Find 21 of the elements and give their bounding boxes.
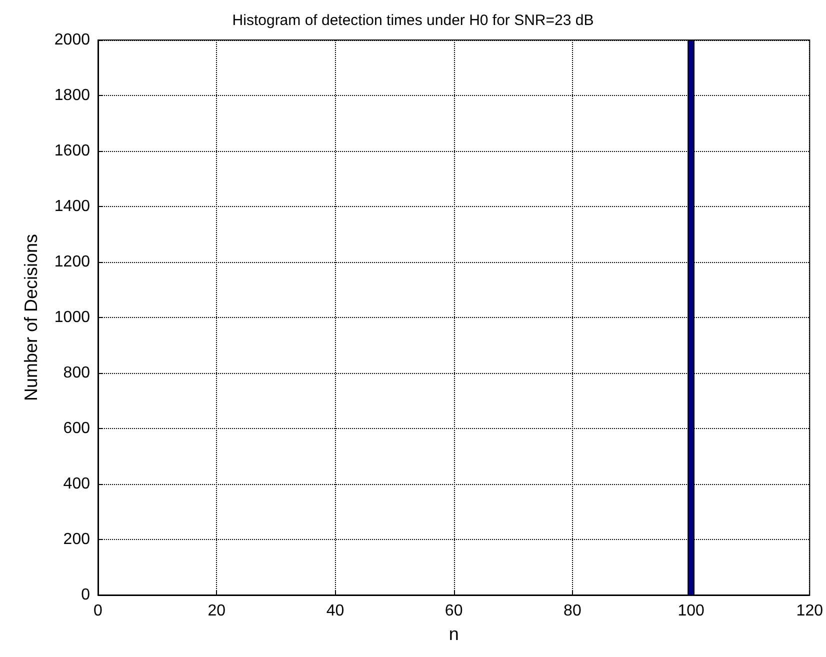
x-tick-label: 40 (326, 602, 344, 620)
x-tick-label: 80 (564, 602, 582, 620)
y-tick-label: 200 (63, 531, 90, 548)
y-tick-label: 2000 (54, 32, 90, 48)
x-tick-label: 100 (678, 602, 704, 620)
y-tick-label: 600 (63, 420, 90, 437)
y-tick-label: 1400 (54, 198, 90, 215)
x-axis-title: n (448, 624, 459, 644)
x-tick-label: 60 (444, 602, 463, 620)
chart-title: Histogram of detection times under H0 for SNR=23 dB (232, 12, 594, 29)
y-tick-label: 400 (63, 476, 90, 492)
y-axis-title: Number of Decisions (21, 234, 41, 402)
y-tick-label: 1600 (54, 142, 90, 160)
y-tick-label: 1000 (54, 309, 90, 326)
y-tick-label: 1200 (54, 254, 90, 270)
x-tick-label: 20 (208, 602, 226, 620)
y-tick-label: 0 (81, 586, 90, 604)
x-tick-label: 0 (94, 602, 103, 620)
y-tick-label: 1800 (54, 87, 90, 104)
x-tick-label: 120 (796, 602, 824, 620)
y-tick-label: 800 (63, 364, 90, 382)
